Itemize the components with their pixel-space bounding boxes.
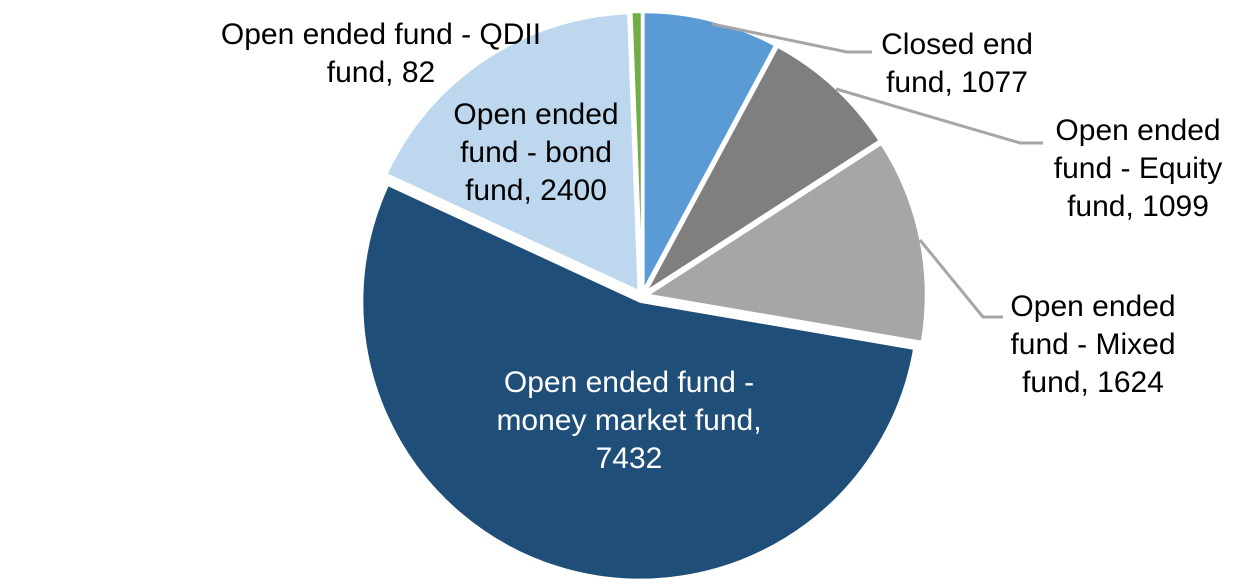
pie-slice-open-ended-money-market-fund [361, 183, 916, 581]
leader-line-closed-end-fund [711, 22, 872, 54]
leader-line-open-ended-mixed-fund [918, 239, 1003, 319]
pie-slice-open-ended-equity-fund [644, 45, 881, 293]
pie-slice-open-ended-mixed-fund [646, 142, 927, 344]
pie-slice-closed-end-fund [642, 11, 777, 292]
pie-slice-open-ended-bond-fund [385, 12, 640, 293]
pie-slice-open-ended-qdii-fund [630, 10, 644, 292]
leader-line-open-ended-equity-fund [835, 87, 1043, 145]
